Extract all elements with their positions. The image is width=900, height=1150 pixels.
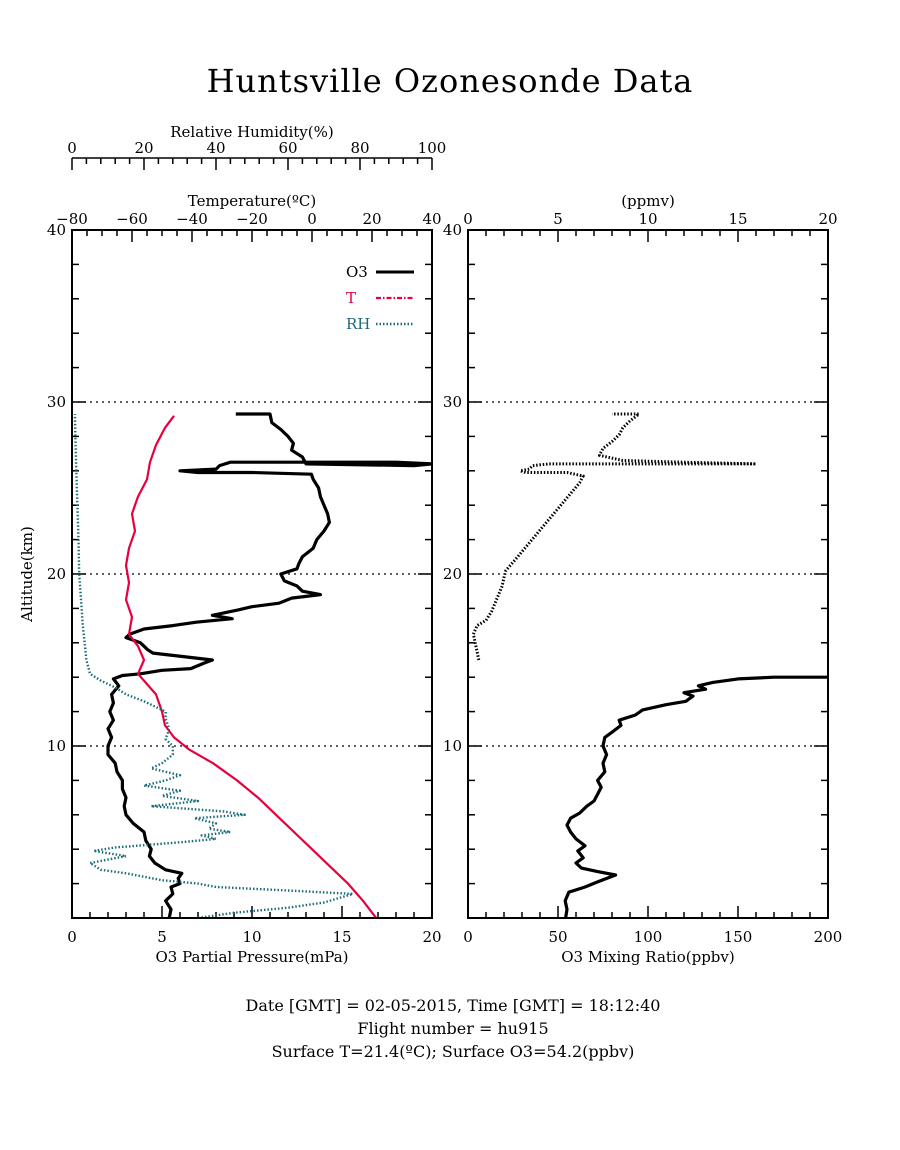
o3-mixing-ratio-axis-label: O3 Mixing Ratio(ppbv) [561, 948, 734, 966]
ppmv-axis-tick-label: 20 [818, 210, 837, 228]
series-t-line [124, 415, 378, 918]
left-y-ticks: 10 20 30 40 [47, 221, 432, 919]
humidity-axis-label: Relative Humidity(%) [170, 123, 333, 141]
temperature-axis-tick-label: −20 [236, 210, 268, 228]
humidity-axis-tick-label: 40 [206, 139, 225, 157]
o3-partial-pressure-axis-tick-label: 15 [332, 928, 351, 946]
left-altitude-axis-tick-label: 30 [47, 393, 66, 411]
right-x-ticks: 0 50 100 150 200 [463, 906, 842, 946]
humidity-axis-tick-label: 60 [278, 139, 297, 157]
ppmv-axis-tick-label: 5 [553, 210, 563, 228]
right-altitude-axis-tick-label: 20 [443, 565, 462, 583]
humidity-axis-tick-label: 80 [350, 139, 369, 157]
ppmv-axis-label: (ppmv) [621, 192, 675, 210]
right-series-ppmv-line [471, 412, 758, 661]
left-altitude-axis-tick-label: 20 [47, 565, 66, 583]
series-o3-line [106, 412, 432, 918]
right-series [471, 412, 828, 918]
temperature-axis-ticks: −80 −60 −40 −20 0 20 40 [56, 210, 442, 242]
temperature-axis-tick-label: −80 [56, 210, 88, 228]
left-panel: Relative Humidity(%) 0 20 40 60 80 100 Temper… [18, 123, 446, 966]
left-series [73, 412, 432, 918]
temperature-axis-tick-label: −60 [116, 210, 148, 228]
o3-mixing-ratio-axis-tick-label: 100 [634, 928, 663, 946]
right-panel: (ppmv) 0 5 10 15 20 10 20 30 40 0 50 100 150 200 O3… [443, 192, 842, 966]
right-series-ppbv-line [563, 675, 828, 918]
o3-partial-pressure-axis-tick-label: 10 [242, 928, 261, 946]
o3-mixing-ratio-axis-tick-label: 0 [463, 928, 473, 946]
temperature-axis-tick-label: −40 [176, 210, 208, 228]
o3-partial-pressure-axis-tick-label: 0 [67, 928, 77, 946]
footer-surface-values: Surface T=21.4(ºC); Surface O3=54.2(ppbv… [272, 1042, 635, 1061]
right-grid-lines [468, 401, 828, 747]
left-altitude-axis-tick-label: 10 [47, 737, 66, 755]
o3-mixing-ratio-axis-tick-label: 200 [814, 928, 843, 946]
left-grid-lines [72, 401, 432, 747]
o3-partial-pressure-axis-tick-label: 20 [422, 928, 441, 946]
o3-mixing-ratio-axis-tick-label: 50 [548, 928, 567, 946]
altitude-axis-label: Altitude(km) [18, 526, 36, 623]
legend-label-rh: RH [346, 315, 370, 333]
left-plot-frame [71, 229, 433, 919]
humidity-axis-tick-label: 20 [134, 139, 153, 157]
series-rh-line [73, 413, 354, 918]
ppmv-axis-ticks: 0 5 10 15 20 [463, 210, 838, 242]
footer-date-time: Date [GMT] = 02-05-2015, Time [GMT] = 18… [246, 996, 661, 1015]
temperature-axis-tick-label: 0 [307, 210, 317, 228]
right-altitude-axis-tick-label: 10 [443, 737, 462, 755]
right-altitude-axis-tick-label: 40 [443, 221, 462, 239]
legend-label-o3: O3 [346, 263, 368, 281]
legend-label-t: T [346, 289, 356, 307]
humidity-axis-ticks: 0 20 40 60 80 100 [67, 139, 446, 170]
o3-partial-pressure-axis-tick-label: 5 [157, 928, 167, 946]
temperature-axis-tick-label: 40 [422, 210, 441, 228]
humidity-axis-tick-label: 100 [418, 139, 447, 157]
right-altitude-axis-tick-label: 30 [443, 393, 462, 411]
humidity-axis-tick-label: 0 [67, 139, 77, 157]
o3-mixing-ratio-axis-tick-label: 150 [724, 928, 753, 946]
ppmv-axis-tick-label: 15 [728, 210, 747, 228]
footer-flight-number: Flight number = hu915 [357, 1019, 548, 1038]
left-altitude-axis-tick-label: 40 [47, 221, 66, 239]
chart-title: Huntsville Ozonesonde Data [207, 62, 694, 100]
o3-partial-pressure-axis-label: O3 Partial Pressure(mPa) [155, 948, 348, 966]
right-plot-frame [467, 229, 829, 919]
temperature-axis-label: Temperature(ºC) [188, 192, 317, 210]
ppmv-axis-tick-label: 0 [463, 210, 473, 228]
temperature-axis-tick-label: 20 [362, 210, 381, 228]
right-y-ticks: 10 20 30 40 [443, 221, 828, 919]
legend: O3 T RH [346, 263, 414, 333]
ppmv-axis-tick-label: 10 [638, 210, 657, 228]
